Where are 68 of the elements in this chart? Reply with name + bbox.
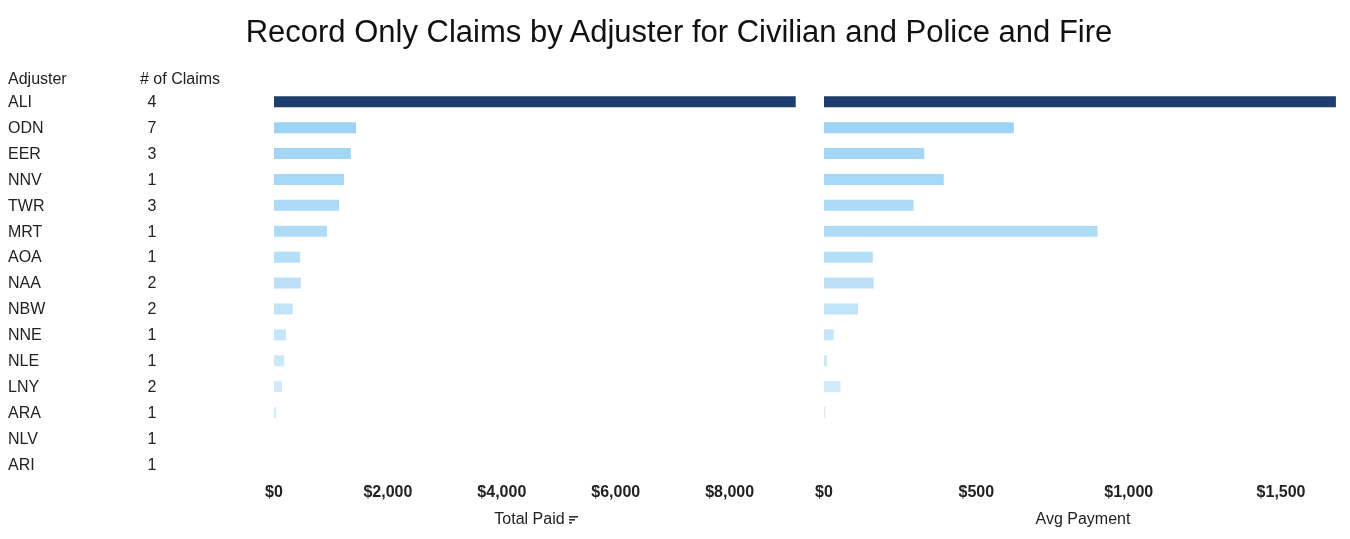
y-tick-label: LNY	[8, 377, 40, 395]
y-tick-label: AOA	[8, 248, 43, 266]
bar	[824, 148, 925, 160]
bar	[274, 381, 282, 393]
data-label: 7	[147, 118, 157, 136]
y-axis-title: Adjuster	[8, 70, 68, 87]
bar	[274, 303, 293, 315]
y-tick-label: NNE	[8, 326, 42, 344]
bar	[824, 303, 859, 315]
bar	[274, 96, 796, 108]
bar	[274, 355, 285, 367]
x-tick-label: $1,000	[1104, 482, 1154, 500]
y-tick-label: TWR	[8, 196, 45, 214]
y-tick-label: NNV	[8, 170, 43, 188]
bar	[274, 122, 357, 134]
bar	[824, 199, 914, 211]
data-label: 1	[147, 455, 157, 473]
data-label: 2	[147, 377, 157, 395]
bar	[824, 381, 841, 393]
x-tick-label: $6,000	[591, 482, 641, 500]
data-label: 1	[147, 326, 157, 344]
bar	[274, 173, 345, 185]
data-label: 1	[147, 170, 157, 188]
data-label: 1	[147, 248, 157, 266]
x-tick-label: $8,000	[705, 482, 755, 500]
data-label: 1	[147, 222, 157, 240]
data-label: 3	[147, 144, 157, 162]
data-label: 1	[147, 429, 157, 447]
y-tick-label: NAA	[8, 274, 42, 292]
x-tick-label: $1,500	[1256, 482, 1306, 500]
y-tick-label: ALI	[8, 93, 33, 110]
data-label: 1	[147, 403, 157, 421]
chart-title: Record Only Claims by Adjuster for Civilian and Police and Fire	[244, 14, 1114, 50]
y-tick-label: ODN	[8, 118, 44, 136]
y-tick-label: ARA	[8, 403, 42, 421]
data-label: 4	[147, 93, 157, 110]
bar	[824, 355, 828, 367]
data-label: 2	[147, 300, 157, 318]
y-tick-label: MRT	[8, 222, 43, 240]
bar	[274, 199, 339, 211]
x-tick-label: $0	[265, 482, 283, 500]
x-axis-title: Total Paid	[494, 509, 565, 527]
bar	[274, 225, 327, 237]
bar	[824, 122, 1014, 134]
data-label: 3	[147, 196, 157, 214]
bar	[824, 329, 834, 341]
bar	[824, 277, 874, 289]
x-tick-label: $2,000	[363, 482, 413, 500]
y-tick-label: NBW	[8, 300, 47, 318]
bar	[824, 225, 1098, 237]
x-tick-label: $0	[815, 482, 833, 500]
bar	[274, 277, 301, 289]
data-label: 1	[147, 352, 157, 369]
bar	[824, 96, 1336, 108]
y-tick-label: NLE	[8, 352, 40, 369]
x-tick-label: # of Claims	[140, 70, 221, 87]
y-tick-label: ARI	[8, 455, 35, 473]
x-tick-label: $500	[958, 482, 995, 500]
x-tick-label: $4,000	[477, 482, 527, 500]
data-label: 2	[147, 274, 157, 292]
bar	[274, 148, 351, 160]
y-tick-label: EER	[8, 144, 41, 162]
x-axis-title: Avg Payment	[1035, 509, 1131, 527]
bar	[824, 173, 944, 185]
bar	[824, 251, 873, 263]
bar	[274, 251, 301, 263]
y-tick-label: NLV	[8, 429, 39, 447]
bar	[274, 329, 286, 341]
